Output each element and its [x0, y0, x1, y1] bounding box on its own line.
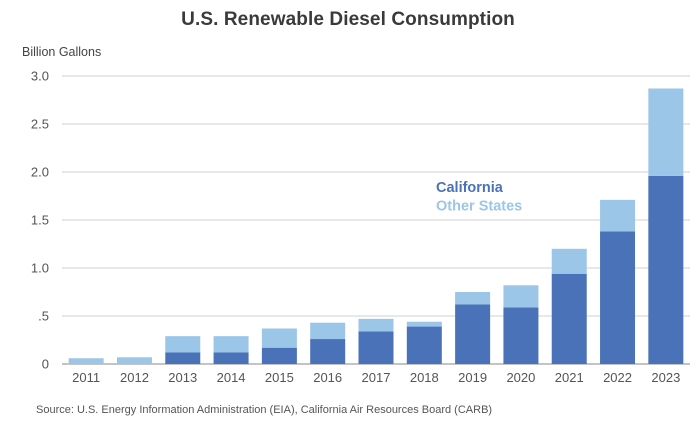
y-tick-label: 2.0	[31, 165, 49, 180]
bar-california-2016	[310, 339, 346, 364]
legend-item-other-states: Other States	[436, 199, 522, 215]
bar-california-2021	[551, 273, 587, 364]
x-axis-ticks: 2011 2012 2013 2014 2015 2016 2017 2018 2019 2020…	[72, 370, 680, 385]
x-tick-label: 2013	[168, 370, 197, 385]
bar-california-2022	[600, 231, 636, 364]
y-tick-label: .5	[38, 309, 49, 324]
bar-california-2023	[648, 175, 684, 364]
bar-other-states-2020	[503, 285, 539, 308]
x-tick-label: 2023	[651, 370, 680, 385]
x-tick-label: 2021	[555, 370, 584, 385]
x-tick-label: 2016	[313, 370, 342, 385]
y-axis-ticks: 0 .5 1.0 1.5 2.0 2.5 3.0	[31, 69, 49, 372]
source-note: Source: U.S. Energy Information Administ…	[36, 404, 493, 416]
x-tick-label: 2012	[120, 370, 149, 385]
y-tick-label: 1.0	[31, 261, 49, 276]
chart-title: U.S. Renewable Diesel Consumption	[181, 9, 515, 30]
bar-california-2013	[165, 352, 201, 364]
bar-other-states-2012	[116, 357, 152, 364]
y-tick-label: 2.5	[31, 117, 49, 132]
legend-item-california: California	[436, 180, 504, 196]
bars	[68, 88, 684, 364]
bar-other-states-2014	[213, 336, 249, 353]
legend: California Other States	[436, 180, 522, 215]
bar-california-2018	[406, 326, 442, 364]
bar-california-2019	[455, 304, 491, 364]
bar-other-states-2015	[261, 328, 297, 348]
bar-other-states-2022	[600, 199, 636, 232]
y-tick-label: 1.5	[31, 213, 49, 228]
bar-california-2017	[358, 331, 394, 364]
x-tick-label: 2019	[458, 370, 487, 385]
bar-other-states-2023	[648, 88, 684, 176]
bar-california-2020	[503, 307, 539, 364]
y-axis-label: Billion Gallons	[22, 45, 102, 59]
x-tick-label: 2014	[217, 370, 246, 385]
bar-other-states-2011	[68, 358, 104, 364]
x-tick-label: 2015	[265, 370, 294, 385]
bar-other-states-2018	[406, 321, 442, 327]
bar-other-states-2021	[551, 248, 587, 274]
x-tick-label: 2018	[410, 370, 439, 385]
bar-california-2014	[213, 352, 249, 364]
bar-other-states-2017	[358, 318, 394, 332]
y-tick-label: 3.0	[31, 69, 49, 84]
bar-california-2015	[261, 347, 297, 364]
bar-other-states-2019	[455, 292, 491, 305]
x-tick-label: 2020	[506, 370, 535, 385]
y-tick-label: 0	[42, 357, 49, 372]
x-tick-label: 2011	[72, 370, 100, 385]
bar-other-states-2016	[310, 322, 346, 340]
x-tick-label: 2022	[603, 370, 632, 385]
x-tick-label: 2017	[362, 370, 391, 385]
bar-other-states-2013	[165, 336, 201, 353]
